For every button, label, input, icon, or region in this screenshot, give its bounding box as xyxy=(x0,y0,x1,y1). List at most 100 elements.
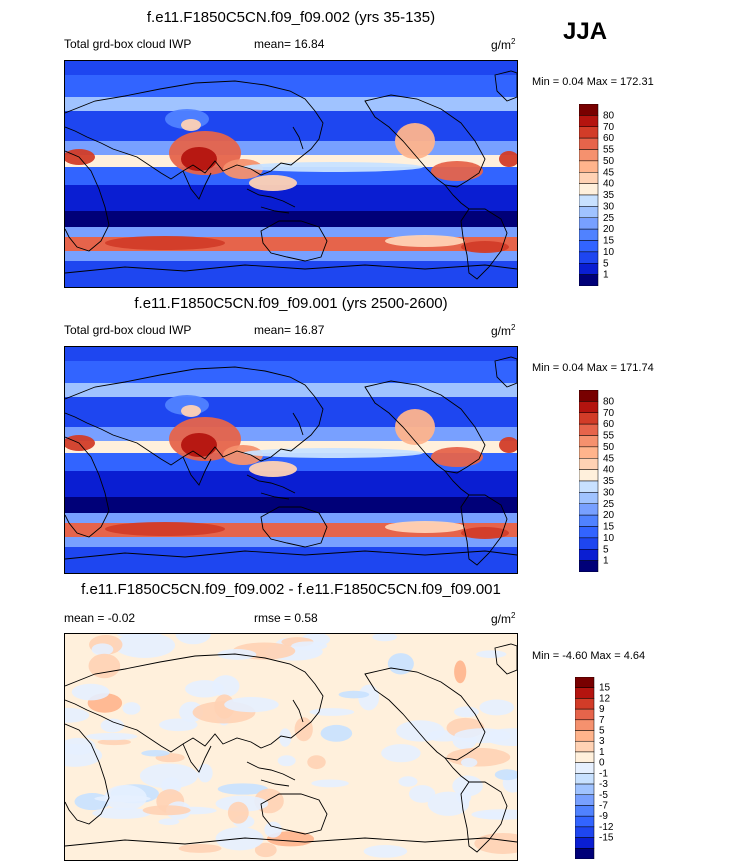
panel-2-colorbar-swatch xyxy=(578,514,599,527)
panel-1-colorbar-tick-label: 55 xyxy=(603,145,615,156)
panel-1-units: g/m2 xyxy=(491,37,515,52)
panel-2-colorbar-swatch xyxy=(578,480,599,493)
panel-2-colorbar-tick-label: 10 xyxy=(603,533,615,544)
panel-1-mean-label: mean= xyxy=(254,37,292,51)
panel-1-colorbar-swatch xyxy=(578,228,599,241)
panel-1-map xyxy=(64,60,518,288)
panel-1-mean-value: 16.84 xyxy=(294,37,325,51)
panel-2-colorbar-swatch xyxy=(578,537,599,550)
panel-1-colorbar-swatch xyxy=(578,251,599,264)
panel-1-colorbar: 80 70 60 55 50 45 40 35 30 25 20 15 10 5 1 xyxy=(578,103,639,287)
panel-1-map-coastlines xyxy=(65,70,517,280)
panel-3-map-svg xyxy=(65,634,517,860)
season-label: JJA xyxy=(563,18,608,45)
panel-3-units-base: g/m xyxy=(491,612,512,626)
panel-1-colorbar-tick-label: 5 xyxy=(603,258,609,269)
panel-2-colorbar-swatch xyxy=(578,492,599,504)
panel-2-minmax: Min = 0.04 Max = 171.74 xyxy=(532,362,654,374)
panel-3-colorbar-tick-label: 1 xyxy=(599,747,605,758)
panel-3-colorbar-swatch xyxy=(574,730,595,742)
panel-1-variable-label: Total grd-box cloud IWP xyxy=(64,37,192,51)
panel-1-colorbar-tick-label: 80 xyxy=(603,110,615,121)
panel-1-colorbar-swatch xyxy=(578,194,599,207)
panel-3-colorbar-swatch xyxy=(574,783,595,796)
panel-2-colorbar-tick-label: 1 xyxy=(603,556,609,567)
panel-1-colorbar-tick-label: 45 xyxy=(603,167,615,178)
panel-2-colorbar-tick-label: 45 xyxy=(603,453,615,464)
panel-3-colorbar-swatch xyxy=(574,837,595,849)
panel-3-colorbar-tick-label: -3 xyxy=(599,779,608,790)
panel-3-colorbar-swatch xyxy=(574,826,595,838)
panel-2-units-sup: 2 xyxy=(511,323,516,332)
panel-1-colorbar-swatch xyxy=(578,103,599,116)
panel-3-rmse-label: rmse = xyxy=(254,611,292,625)
panel-3-colorbar-tick-label: 5 xyxy=(599,726,605,737)
panel-2-variable-label: Total grd-box cloud IWP xyxy=(64,323,192,337)
panel-1-mean: mean= 16.84 xyxy=(254,37,324,51)
panel-3-colorbar-swatch xyxy=(574,848,595,860)
panel-2-colorbar-tick-label: 50 xyxy=(603,442,615,453)
panel-3-colorbar-swatch xyxy=(574,794,595,806)
panel-1-colorbar-swatch xyxy=(578,183,599,196)
panel-1-colorbar-swatch xyxy=(578,160,599,173)
panel-3-colorbar-tick-label: -12 xyxy=(599,822,614,833)
panel-2-colorbar-swatch xyxy=(578,560,599,573)
panel-3-colorbar-tick-label: -5 xyxy=(599,790,608,801)
panel-2-colorbar-tick-label: 35 xyxy=(603,476,615,487)
panel-2-colorbar-swatch xyxy=(578,401,599,413)
panel-1-minmax: Min = 0.04 Max = 172.31 xyxy=(532,76,654,88)
panel-2-mean-label: mean= xyxy=(254,323,292,337)
panel-2-units-base: g/m xyxy=(491,324,512,338)
panel-1-colorbar-swatch xyxy=(578,217,599,230)
panel-1-colorbar-swatch xyxy=(578,274,599,287)
panel-2-colorbar-swatch xyxy=(578,412,599,425)
panel-1-colorbar-swatch xyxy=(578,206,599,218)
panel-3-colorbar-swatch xyxy=(574,708,595,721)
panel-2-colorbar-swatch xyxy=(578,458,599,470)
panel-3-colorbar-swatch xyxy=(574,719,595,731)
panel-1-colorbar-tick-label: 30 xyxy=(603,201,615,212)
panel-3-colorbar-tick-label: 7 xyxy=(599,715,605,726)
panel-3-title: f.e11.F1850C5CN.f09_f09.002 - f.e11.F185… xyxy=(81,581,501,598)
panel-1-colorbar-tick-label: 50 xyxy=(603,156,615,167)
panel-3-mean: mean = -0.02 xyxy=(64,611,136,625)
panel-1-colorbar-tick-label: 35 xyxy=(603,190,615,201)
panel-2-colorbar: 80 70 60 55 50 45 40 35 30 25 20 15 10 5 1 xyxy=(578,389,639,573)
panel-2-map-coastlines xyxy=(65,356,517,566)
panel-1-colorbar-tick-label: 25 xyxy=(603,213,615,224)
panel-3-colorbar-swatch xyxy=(574,676,595,688)
panel-3-colorbar-swatch xyxy=(574,773,595,785)
panel-1-colorbar-swatch xyxy=(578,126,599,139)
panel-2-colorbar-tick-label: 60 xyxy=(603,419,615,430)
panel-2-colorbar-tick-label: 25 xyxy=(603,499,615,510)
panel-2-mean: mean= 16.87 xyxy=(254,323,324,337)
panel-1-title: f.e11.F1850C5CN.f09_f09.002 (yrs 35-135) xyxy=(146,9,436,26)
panel-2-colorbar-tick-label: 20 xyxy=(603,510,615,521)
panel-3-colorbar-tick-label: 0 xyxy=(599,758,605,769)
panel-2-colorbar-tick-label: 55 xyxy=(603,431,615,442)
panel-1-colorbar-tick-label: 20 xyxy=(603,224,615,235)
panel-1-colorbar-tick-label: 1 xyxy=(603,270,609,281)
panel-2-title: f.e11.F1850C5CN.f09_f09.001 (yrs 2500-26… xyxy=(134,295,448,312)
panel-2-colorbar-tick-label: 30 xyxy=(603,487,615,498)
panel-1-colorbar-swatch xyxy=(578,137,599,150)
panel-2-map xyxy=(64,346,518,574)
panel-3-colorbar-tick-label: 12 xyxy=(599,693,611,704)
panel-1-colorbar-swatch xyxy=(578,263,599,275)
panel-1-colorbar-tick-label: 10 xyxy=(603,247,615,258)
panel-2-colorbar-tick-label: 70 xyxy=(603,408,615,419)
panel-3-colorbar: 15 12 9 7 5 3 1 0 -1 -3 -5 -7 -9 -12 -15 xyxy=(574,676,639,860)
panel-1-colorbar-tick-label: 70 xyxy=(603,122,615,133)
panel-1-colorbar-swatch xyxy=(578,240,599,253)
panel-3-minmax: Min = -4.60 Max = 4.64 xyxy=(532,650,646,662)
panel-3-colorbar-swatch xyxy=(574,805,595,817)
panel-1-units-sup: 2 xyxy=(511,37,516,46)
panel-3-colorbar-swatch xyxy=(574,698,595,710)
panel-2-colorbar-tick-label: 40 xyxy=(603,465,615,476)
panel-1-colorbar-tick-label: 60 xyxy=(603,133,615,144)
panel-2-colorbar-swatch xyxy=(578,446,599,459)
panel-2-colorbar-tick-label: 15 xyxy=(603,522,615,533)
panel-2-units: g/m2 xyxy=(491,323,515,338)
panel-2-colorbar-swatch xyxy=(578,549,599,561)
